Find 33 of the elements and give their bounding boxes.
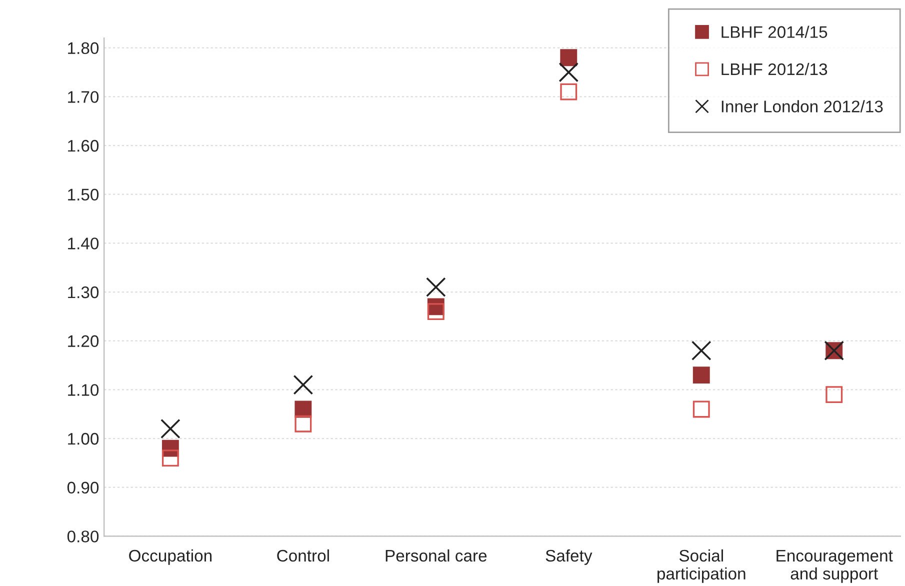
legend-label: Inner London 2012/13 <box>722 100 883 112</box>
y-tick-label: 0.90 <box>67 482 99 494</box>
point <box>558 62 579 82</box>
y-tick-label: 1.50 <box>68 188 99 201</box>
point <box>692 366 710 384</box>
y-tick-label: 1.10 <box>68 384 99 396</box>
y-tick-label: 1.40 <box>68 238 99 250</box>
point <box>160 418 180 439</box>
legend-label: LBHF 2012/13 <box>722 62 828 76</box>
y-tick-label: 1.60 <box>68 140 99 152</box>
point <box>560 83 578 100</box>
legend-label: LBHF 2014/15 <box>722 26 828 38</box>
y-tick-label: 1.70 <box>68 91 99 103</box>
y-tick-label: 1.20 <box>68 335 99 348</box>
point <box>692 400 710 418</box>
point <box>427 303 444 320</box>
point <box>826 386 843 404</box>
point <box>293 374 314 395</box>
x-tick-label: Personal care <box>386 549 487 562</box>
point <box>426 277 446 298</box>
x-tick-label: Encouragement and support <box>776 550 893 583</box>
x-tick-label: Social participation <box>658 549 746 583</box>
y-tick-label: 1.00 <box>68 432 99 445</box>
x-tick-label: Control <box>277 549 329 562</box>
point <box>560 49 578 66</box>
point <box>294 415 312 432</box>
y-tick-label: 0.80 <box>67 530 99 542</box>
point <box>691 340 712 361</box>
x-tick-label: Occupation <box>129 549 212 565</box>
y-tick-label: 1.80 <box>68 42 99 54</box>
point <box>162 450 179 467</box>
x-tick-label: Safety <box>546 549 592 565</box>
y-tick-label: 1.30 <box>68 286 99 298</box>
